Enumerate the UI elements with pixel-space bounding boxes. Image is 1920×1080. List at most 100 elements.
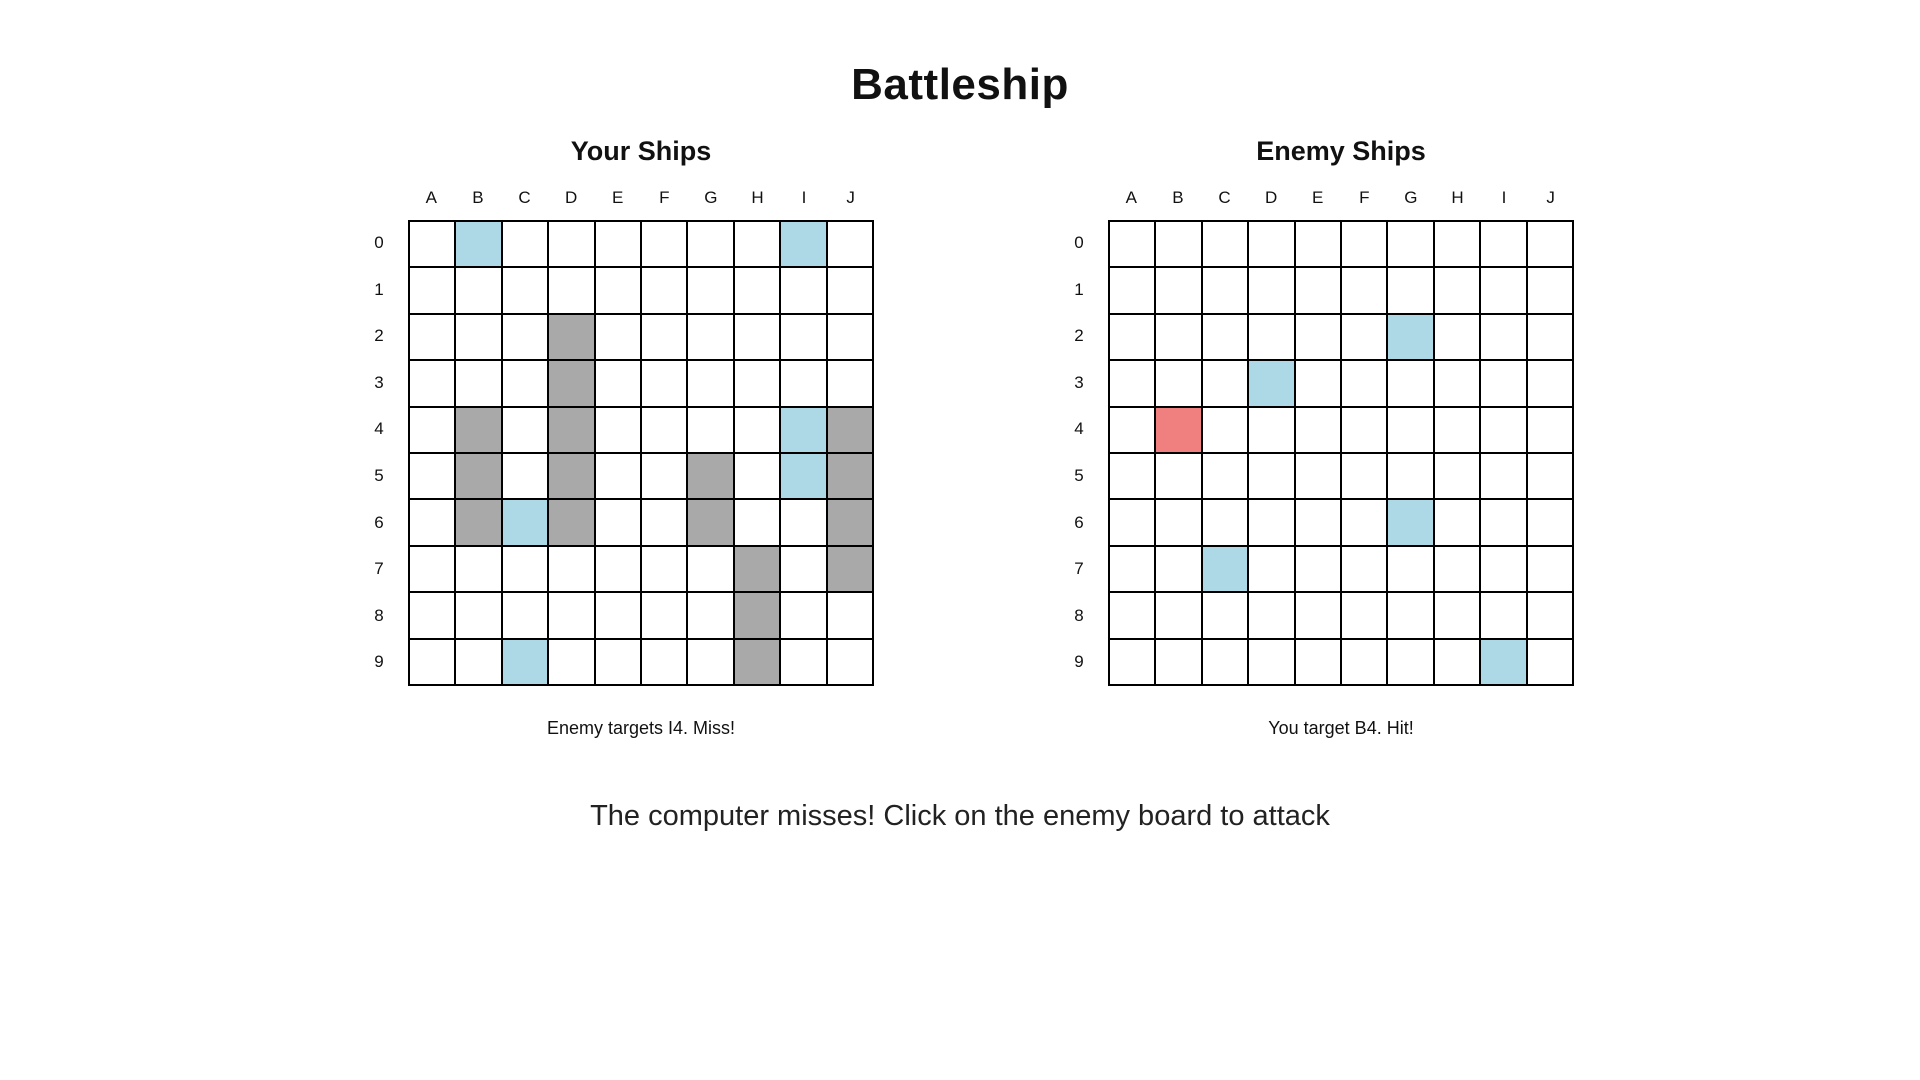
enemy-cell[interactable] — [1201, 406, 1249, 453]
enemy-cell[interactable] — [1526, 499, 1573, 546]
enemy-cell[interactable] — [1109, 592, 1156, 639]
enemy-cell[interactable] — [1526, 453, 1573, 500]
enemy-cell[interactable] — [1433, 545, 1481, 593]
enemy-cell[interactable] — [1433, 221, 1481, 268]
enemy-cell[interactable] — [1526, 267, 1573, 314]
enemy-cell[interactable] — [1433, 406, 1481, 453]
enemy-cell[interactable] — [1480, 592, 1527, 639]
enemy-cell[interactable] — [1201, 592, 1249, 639]
enemy-cell[interactable] — [1480, 545, 1527, 593]
enemy-cell[interactable] — [1480, 221, 1527, 268]
enemy-cell[interactable] — [1155, 499, 1202, 546]
enemy-cell[interactable] — [1109, 453, 1156, 500]
enemy-cell[interactable] — [1155, 545, 1202, 593]
enemy-cell[interactable] — [1109, 499, 1156, 546]
enemy-cell[interactable] — [1387, 360, 1434, 407]
enemy-cell[interactable] — [1341, 267, 1388, 314]
enemy-cell[interactable] — [1109, 406, 1156, 453]
enemy-cell[interactable] — [1341, 545, 1388, 593]
enemy-cell[interactable] — [1526, 221, 1573, 268]
enemy-cell[interactable] — [1387, 545, 1434, 593]
enemy-cell[interactable] — [1109, 360, 1156, 407]
enemy-cell[interactable] — [1387, 267, 1434, 314]
enemy-cell[interactable] — [1433, 360, 1481, 407]
enemy-cell[interactable] — [1526, 638, 1573, 685]
enemy-cell[interactable] — [1480, 499, 1527, 546]
enemy-cell[interactable] — [1201, 313, 1249, 361]
enemy-cell[interactable] — [1201, 267, 1249, 314]
enemy-cell[interactable] — [1433, 592, 1481, 639]
enemy-cell[interactable] — [1109, 545, 1156, 593]
enemy-grid[interactable] — [1108, 220, 1574, 686]
enemy-cell[interactable] — [1294, 406, 1341, 453]
enemy-cell[interactable] — [1526, 406, 1573, 453]
enemy-cell[interactable] — [1155, 406, 1202, 453]
enemy-cell[interactable] — [1294, 638, 1341, 685]
enemy-cell[interactable] — [1294, 221, 1341, 268]
enemy-cell[interactable] — [1294, 360, 1341, 407]
enemy-cell[interactable] — [1109, 267, 1156, 314]
enemy-cell[interactable] — [1201, 453, 1249, 500]
enemy-cell[interactable] — [1155, 453, 1202, 500]
enemy-cell[interactable] — [1248, 313, 1295, 361]
enemy-cell[interactable] — [1433, 499, 1481, 546]
enemy-cell[interactable] — [1109, 221, 1156, 268]
enemy-cell[interactable] — [1155, 267, 1202, 314]
enemy-cell[interactable] — [1480, 453, 1527, 500]
enemy-cell[interactable] — [1248, 360, 1295, 407]
enemy-cell[interactable] — [1294, 313, 1341, 361]
enemy-cell[interactable] — [1387, 221, 1434, 268]
enemy-cell[interactable] — [1155, 638, 1202, 685]
enemy-cell[interactable] — [1248, 406, 1295, 453]
enemy-cell[interactable] — [1387, 453, 1434, 500]
enemy-cell[interactable] — [1433, 453, 1481, 500]
enemy-cell[interactable] — [1248, 267, 1295, 314]
enemy-cell[interactable] — [1387, 592, 1434, 639]
enemy-cell[interactable] — [1248, 638, 1295, 685]
enemy-cell[interactable] — [1341, 360, 1388, 407]
enemy-cell[interactable] — [1341, 592, 1388, 639]
enemy-cell[interactable] — [1480, 638, 1527, 685]
enemy-cell[interactable] — [1526, 360, 1573, 407]
enemy-cell[interactable] — [1248, 592, 1295, 639]
enemy-cell[interactable] — [1341, 406, 1388, 453]
enemy-cell[interactable] — [1109, 313, 1156, 361]
enemy-cell[interactable] — [1387, 499, 1434, 546]
enemy-cell[interactable] — [1201, 360, 1249, 407]
enemy-cell[interactable] — [1341, 499, 1388, 546]
enemy-cell[interactable] — [1155, 592, 1202, 639]
enemy-cell[interactable] — [1387, 406, 1434, 453]
enemy-cell[interactable] — [1248, 221, 1295, 268]
enemy-cell[interactable] — [1433, 267, 1481, 314]
enemy-cell[interactable] — [1433, 638, 1481, 685]
enemy-cell[interactable] — [1155, 313, 1202, 361]
enemy-cell[interactable] — [1526, 545, 1573, 593]
enemy-cell[interactable] — [1480, 406, 1527, 453]
enemy-cell[interactable] — [1433, 313, 1481, 361]
enemy-cell[interactable] — [1201, 221, 1249, 268]
enemy-cell[interactable] — [1294, 545, 1341, 593]
enemy-cell[interactable] — [1294, 592, 1341, 639]
enemy-cell[interactable] — [1480, 267, 1527, 314]
enemy-cell[interactable] — [1480, 360, 1527, 407]
enemy-cell[interactable] — [1248, 499, 1295, 546]
enemy-cell[interactable] — [1294, 453, 1341, 500]
enemy-cell[interactable] — [1155, 360, 1202, 407]
enemy-cell[interactable] — [1341, 638, 1388, 685]
enemy-cell[interactable] — [1201, 499, 1249, 546]
enemy-cell[interactable] — [1248, 545, 1295, 593]
enemy-cell[interactable] — [1341, 313, 1388, 361]
enemy-cell[interactable] — [1109, 638, 1156, 685]
enemy-cell[interactable] — [1387, 638, 1434, 685]
enemy-cell[interactable] — [1480, 313, 1527, 361]
enemy-cell[interactable] — [1341, 453, 1388, 500]
enemy-cell[interactable] — [1201, 545, 1249, 593]
enemy-cell[interactable] — [1155, 221, 1202, 268]
enemy-cell[interactable] — [1294, 499, 1341, 546]
enemy-cell[interactable] — [1526, 313, 1573, 361]
enemy-cell[interactable] — [1526, 592, 1573, 639]
enemy-cell[interactable] — [1294, 267, 1341, 314]
enemy-cell[interactable] — [1341, 221, 1388, 268]
enemy-cell[interactable] — [1387, 313, 1434, 361]
enemy-cell[interactable] — [1248, 453, 1295, 500]
